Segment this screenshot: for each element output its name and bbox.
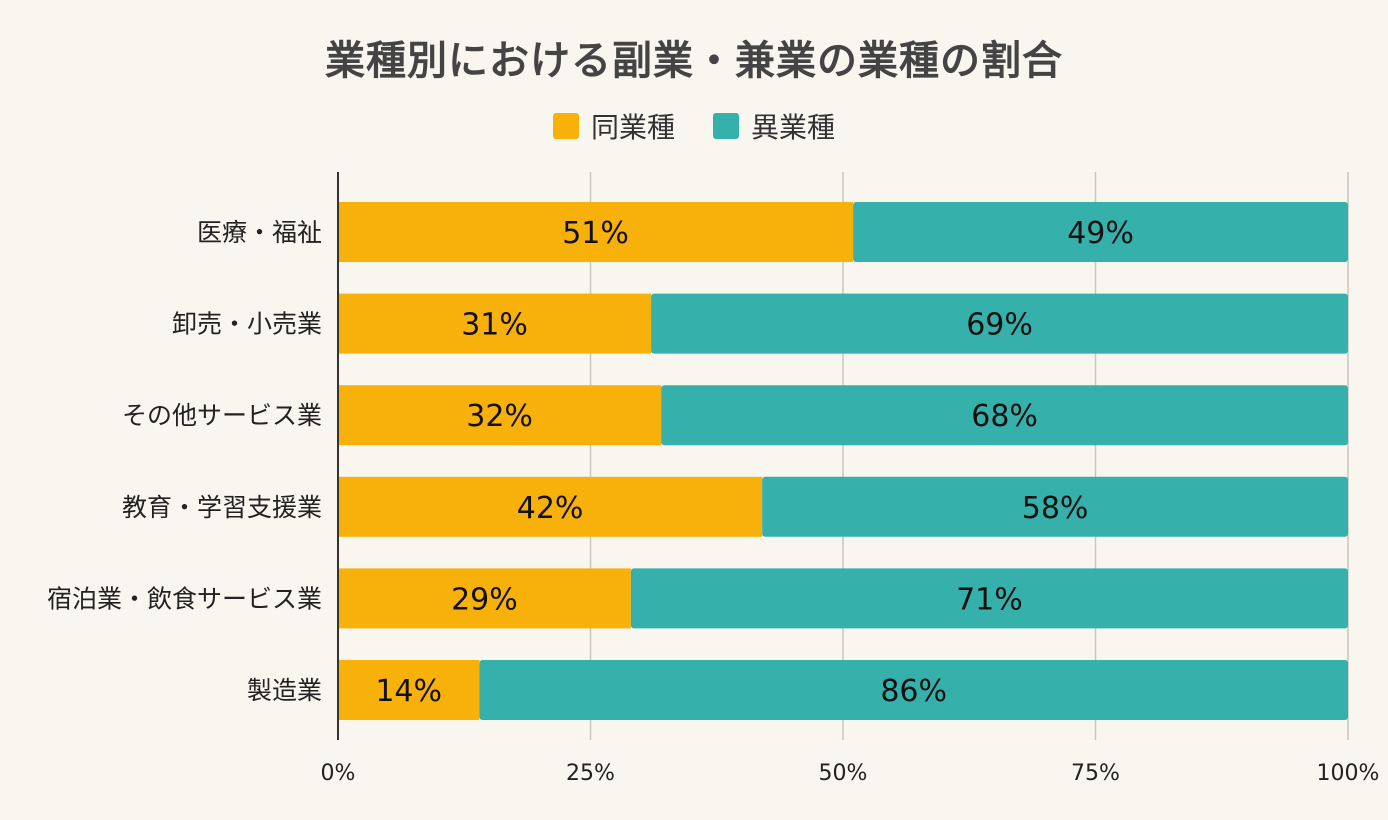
x-tick-label: 0% <box>321 761 356 786</box>
bar-different-industry <box>661 385 1348 446</box>
bar-different-industry <box>630 568 1348 629</box>
bar-same-industry <box>338 660 480 720</box>
bar-value-label: 14% <box>375 674 442 709</box>
category-label: その他サービス業 <box>122 401 322 430</box>
bar-value-label: 86% <box>880 674 947 709</box>
bar-value-label: 32% <box>466 399 533 434</box>
x-tick-label: 75% <box>1071 761 1120 786</box>
x-tick-label: 50% <box>819 761 868 786</box>
x-tick-label: 100% <box>1317 761 1380 786</box>
legend-label-different-industry: 異業種 <box>751 111 836 144</box>
category-label: 卸売・小売業 <box>172 310 322 339</box>
legend-item-same-industry: 同業種 <box>552 106 675 146</box>
bar-value-label: 68% <box>971 399 1038 434</box>
bar-same-industry <box>338 202 854 262</box>
bar-value-label: 42% <box>517 491 584 526</box>
category-label: 医療・福祉 <box>197 218 322 247</box>
legend-swatch-different-industry <box>713 113 739 139</box>
bar-same-industry <box>338 476 763 537</box>
bar-different-industry <box>762 476 1348 537</box>
bar-value-label: 49% <box>1067 216 1134 251</box>
bar-different-industry <box>853 202 1348 262</box>
bar-value-label: 69% <box>966 308 1033 343</box>
bar-same-industry <box>338 568 631 629</box>
legend-swatch-same-industry <box>552 113 579 139</box>
bar-value-label: 71% <box>956 582 1023 617</box>
bar-same-industry <box>338 293 652 354</box>
category-label: 宿泊業・飲食サービス業 <box>47 584 322 613</box>
bar-same-industry <box>338 385 662 446</box>
bar-value-label: 31% <box>461 308 528 343</box>
category-label: 製造業 <box>247 676 322 705</box>
chart-legend: 同業種 異業種 <box>0 106 1388 146</box>
chart-title: 業種別における副業・兼業の業種の割合 <box>325 38 1063 84</box>
bar-different-industry <box>479 660 1348 720</box>
legend-label-same-industry: 同業種 <box>590 111 675 144</box>
category-label: 教育・学習支援業 <box>122 493 322 522</box>
x-tick-label: 25% <box>566 761 615 786</box>
bar-value-label: 51% <box>562 216 629 251</box>
legend-item-different-industry: 異業種 <box>713 106 835 146</box>
bar-value-label: 29% <box>451 582 518 617</box>
bar-different-industry <box>651 293 1348 354</box>
bar-value-label: 58% <box>1022 491 1089 526</box>
